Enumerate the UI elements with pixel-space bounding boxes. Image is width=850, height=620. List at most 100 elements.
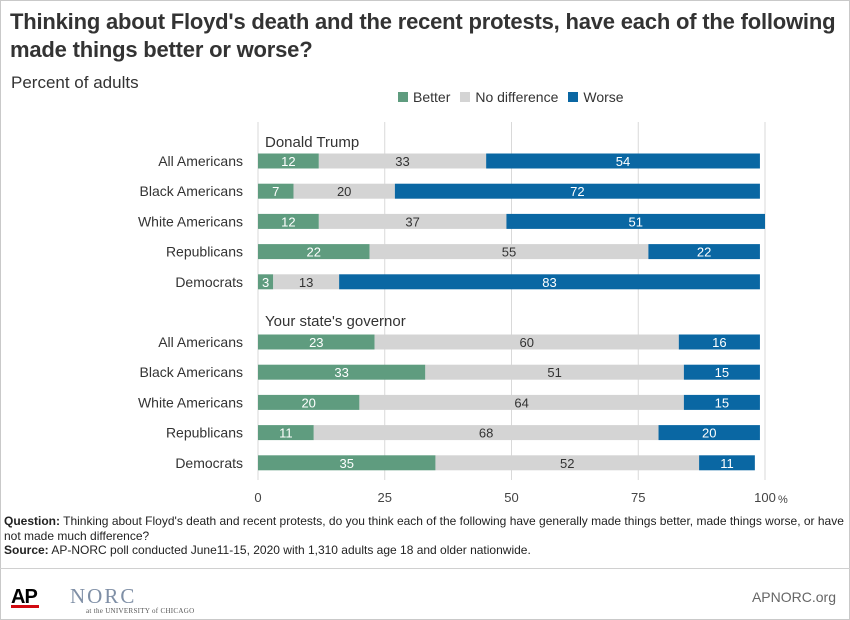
data-label: 12	[281, 154, 295, 169]
x-unit-label: %	[778, 494, 788, 506]
category-label: White Americans	[138, 394, 243, 410]
legend-item-worse: Worse	[568, 89, 624, 105]
data-label: 7	[272, 184, 279, 199]
data-label: 22	[307, 245, 321, 260]
bar-worse	[683, 364, 760, 380]
legend-label-better: Better	[413, 89, 451, 105]
legend-swatch-worse	[568, 92, 579, 102]
bar-no-difference	[374, 334, 679, 350]
legend-label-worse: Worse	[583, 89, 624, 105]
ap-logo: AP	[11, 586, 38, 608]
bar-better	[258, 334, 375, 350]
ap-logo-underline	[11, 605, 39, 608]
legend: Better No difference Worse	[398, 89, 634, 105]
x-tick-label-100: 100	[754, 490, 776, 505]
norc-logo-subtitle: at the UNIVERSITY of CHICAGO	[86, 607, 195, 615]
bar-no-difference	[318, 153, 487, 169]
bar-worse	[678, 334, 760, 350]
data-label: 72	[570, 184, 584, 199]
bar-no-difference	[425, 364, 684, 380]
legend-item-better: Better	[398, 89, 450, 105]
chart-title: Thinking about Floyd's death and the rec…	[10, 9, 836, 62]
norc-logo: NORC at the UNIVERSITY of CHICAGO	[70, 584, 194, 615]
data-label: 51	[628, 214, 642, 229]
legend-swatch-no-difference	[460, 92, 471, 102]
data-label: 11	[279, 426, 293, 441]
bar-worse	[683, 394, 760, 410]
data-label: 11	[720, 456, 734, 471]
site-url: APNORC.org	[751, 589, 836, 605]
source-text: AP-NORC poll conducted June11-15, 2020 w…	[51, 543, 531, 557]
category-label: Democrats	[175, 274, 243, 290]
data-label: 33	[395, 154, 409, 169]
bar-no-difference	[369, 244, 649, 260]
bar-no-difference	[293, 183, 395, 199]
question-text: Thinking about Floyd's death and recent …	[4, 514, 844, 543]
data-label: 22	[697, 245, 711, 260]
category-label: Black Americans	[140, 183, 243, 199]
bar-worse	[648, 244, 760, 260]
data-label: 64	[514, 395, 528, 410]
data-label: 20	[301, 395, 315, 410]
bar-better	[258, 244, 370, 260]
data-label: 12	[281, 214, 295, 229]
data-label: 83	[542, 275, 556, 290]
bar-better	[258, 183, 294, 199]
x-tick-label-75: 75	[631, 490, 645, 505]
data-label: 20	[702, 426, 716, 441]
bar-better	[258, 425, 314, 441]
data-label: 60	[519, 335, 533, 350]
bar-no-difference	[359, 394, 684, 410]
bar-better	[258, 394, 360, 410]
bar-worse	[486, 153, 760, 169]
bar-worse	[658, 425, 760, 441]
footer-divider	[0, 568, 850, 569]
data-label: 68	[479, 426, 493, 441]
group-label-0: Donald Trump	[265, 134, 359, 151]
data-label: 35	[339, 456, 353, 471]
data-label: 37	[405, 214, 419, 229]
x-tick-label-50: 50	[504, 490, 518, 505]
bar-better	[258, 274, 274, 290]
category-label: Black Americans	[140, 364, 243, 380]
category-label: Democrats	[175, 455, 243, 471]
data-label: 51	[547, 365, 561, 380]
bar-worse	[394, 183, 760, 199]
category-label: Republicans	[166, 425, 243, 441]
data-label: 23	[309, 335, 323, 350]
category-label: White Americans	[138, 213, 243, 229]
bar-no-difference	[435, 455, 700, 471]
data-label: 15	[715, 365, 729, 380]
data-label: 13	[299, 275, 313, 290]
bar-worse	[699, 455, 755, 471]
data-label: 3	[262, 275, 269, 290]
category-label: All Americans	[158, 334, 243, 350]
bar-no-difference	[273, 274, 340, 290]
footnote: Question: Thinking about Floyd's death a…	[4, 514, 844, 558]
bar-better	[258, 364, 426, 380]
x-tick-label-0: 0	[254, 490, 261, 505]
bar-no-difference	[318, 213, 507, 229]
data-label: 55	[502, 245, 516, 260]
legend-item-no-difference: No difference	[460, 89, 558, 105]
bar-better	[258, 455, 436, 471]
bar-better	[258, 153, 319, 169]
x-tick-label-25: 25	[378, 490, 392, 505]
bar-better	[258, 213, 319, 229]
bar-worse	[506, 213, 765, 229]
category-label: All Americans	[158, 153, 243, 169]
legend-label-no-difference: No difference	[475, 89, 559, 105]
data-label: 20	[337, 184, 351, 199]
category-label: Republicans	[166, 244, 243, 260]
bar-worse	[339, 274, 760, 290]
data-label: 33	[334, 365, 348, 380]
norc-logo-name: NORC	[70, 584, 137, 608]
group-label-1: Your state's governor	[265, 313, 406, 330]
question-label: Question:	[4, 514, 60, 528]
bar-no-difference	[313, 425, 659, 441]
chart-subtitle: Percent of adults	[11, 73, 139, 92]
data-label: 52	[560, 456, 574, 471]
data-label: 15	[715, 395, 729, 410]
source-label: Source:	[4, 543, 49, 557]
data-label: 54	[616, 154, 630, 169]
